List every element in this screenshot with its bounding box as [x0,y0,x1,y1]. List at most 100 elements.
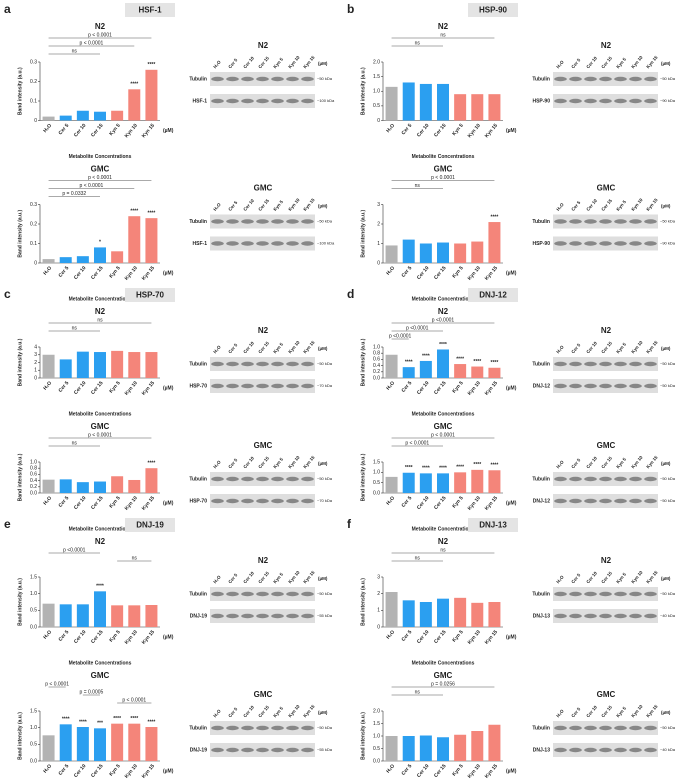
significance-stars: **** [491,463,499,469]
blot-band [256,591,269,597]
y-tick-label: 3 [377,574,380,580]
x-tick-label: Cer 5 [58,265,71,279]
lane-label: Cer 5 [227,200,238,212]
blot-band [301,498,314,504]
x-tick-label: Kyn 15 [484,380,499,397]
lane-label: Kyn 10 [630,340,644,355]
blot-row-label: Tubulin [532,76,550,82]
blot-row-label: HSP-90 [532,98,550,104]
blot-band [599,76,612,82]
x-tick-label: Kyn 5 [451,123,464,137]
unit-label: (µM) [661,346,671,351]
lane-label: H₂O [212,344,222,354]
bar [128,216,141,263]
lane-label: Kyn 5 [615,571,627,584]
y-axis-label: Band intensity (a.u.) [360,338,366,386]
panel-title: DNJ-13 [479,521,507,530]
blot-band [584,383,597,389]
blot-marker: ~100 kDa [317,98,335,103]
blot-band [271,361,284,367]
blot-band [599,241,612,246]
bar [128,723,141,761]
x-tick-label: Cer 10 [73,380,88,396]
blot-band [614,725,627,731]
blot-row-label: Tubulin [189,476,207,482]
blot-band [271,219,284,224]
blot-band [569,591,582,597]
blot-band [644,241,657,246]
y-tick-label: 1.0 [30,725,37,731]
x-tick-label: Cer 15 [90,380,105,396]
blot-band [241,76,254,82]
chart-title: N2 [95,537,106,546]
blot-marker: ~90 kDa [660,98,676,103]
blot-band [301,219,314,224]
blot-band [301,383,314,389]
blot-band [614,476,627,482]
blot-band [584,361,597,367]
unit-label: (µM) [163,270,174,276]
blot-band [256,241,269,246]
lane-label: Cer 10 [242,55,255,69]
blot-title: N2 [601,556,612,565]
x-tick-label: Kyn 5 [108,265,121,279]
blot-band [629,76,642,82]
lane-label: Kyn 10 [630,455,644,470]
bar [471,366,484,378]
x-tick-label: H₂O [385,380,396,391]
blot-band [286,361,299,367]
lane-label: Kyn 10 [287,197,301,212]
lane-label: Kyn 15 [645,570,659,585]
blot-row-label: DNJ-13 [533,613,550,619]
bar [437,349,449,378]
blot-band [599,98,612,104]
blot-band [301,476,314,482]
lane-label: Cer 15 [257,340,270,354]
bar [488,367,501,378]
lane-label: Kyn 5 [272,456,284,469]
x-tick-label: H₂O [385,763,396,774]
blot-row-label: Tubulin [532,219,550,225]
chart-title: N2 [438,22,449,31]
y-tick-label: 0.0 [30,624,37,630]
blot-band [599,591,612,597]
blot-band [211,591,224,597]
x-tick-label: Kyn 5 [108,629,121,643]
blot-band [554,219,567,224]
bar [419,360,432,378]
blot-band [226,591,239,597]
blot-band [644,591,657,597]
x-tick-label: Cer 15 [433,629,448,645]
x-tick-label: Kyn 10 [124,763,139,780]
y-tick-label: 3 [34,352,37,358]
bar [471,469,484,493]
blot-row-label: DNJ-12 [533,498,550,504]
bar [437,83,449,121]
blot-band [286,591,299,597]
x-axis-label: Metabolite Concentrations [412,526,475,532]
blot-band [584,76,597,82]
lane-label: Kyn 10 [630,570,644,585]
title-box [468,518,518,532]
x-tick-label: Cer 10 [416,763,431,779]
significance-stars: **** [422,466,430,472]
x-tick-label: Kyn 15 [484,495,499,512]
unit-label: (µM) [318,461,328,466]
y-tick-label: 0.0 [373,375,380,381]
blot-band [286,241,299,246]
blot-band [301,241,314,246]
x-tick-label: Cer 10 [73,629,88,645]
bar [145,69,158,121]
lane-label: Kyn 5 [272,571,284,584]
lane-label: Kyn 10 [287,570,301,585]
blot-band [584,98,597,104]
x-tick-label: Kyn 10 [467,629,482,646]
blot-band [584,498,597,504]
y-tick-label: 0.5 [373,746,380,752]
comparison-label: ns [415,555,421,561]
x-tick-label: H₂O [42,265,53,276]
x-tick-label: Kyn 15 [141,265,156,282]
lane-label: Cer 10 [242,704,255,718]
x-tick-label: Kyn 15 [484,123,499,140]
blot-marker: ~40 kDa [660,613,676,618]
